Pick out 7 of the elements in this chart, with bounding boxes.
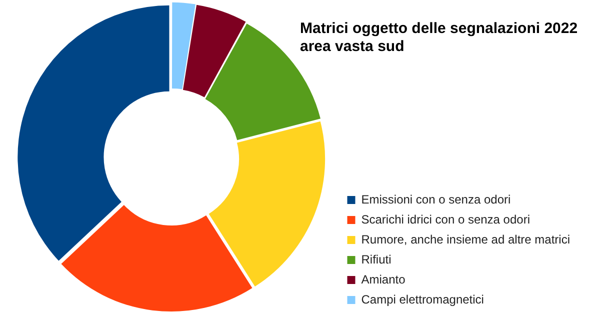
legend-label: Rifiuti (361, 252, 392, 266)
legend-label: Campi elettromagnetici (361, 292, 484, 306)
legend-label: Emissioni con o senza odori (361, 192, 511, 206)
legend-label: Rumore, anche insieme ad altre matrici (361, 232, 570, 246)
legend-label: Scarichi idrici con o senza odori (361, 212, 530, 226)
legend-label: Amianto (361, 272, 406, 286)
text: Matrici oggetto delle segnalazioni 2022 area vasta sud (300, 20, 578, 56)
